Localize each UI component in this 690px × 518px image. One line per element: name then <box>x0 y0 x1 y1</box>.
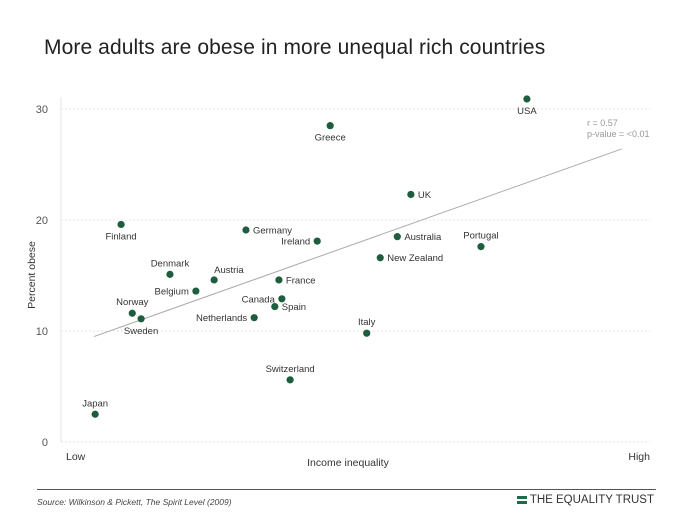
x-axis-label: Income inequality <box>307 457 389 469</box>
point-label: Switzerland <box>266 364 315 375</box>
data-point-new-zealand <box>376 254 384 262</box>
point-label: Sweden <box>124 326 158 337</box>
data-point-norway <box>128 309 136 317</box>
trendline <box>93 148 622 338</box>
point-label: Greece <box>315 133 346 144</box>
y-tick-label: 10 <box>36 326 48 338</box>
point-label: Portugal <box>463 231 498 242</box>
data-point-austria <box>210 276 218 284</box>
point-label: Spain <box>282 302 306 313</box>
data-point-switzerland <box>286 376 294 384</box>
point-label: Netherlands <box>196 313 247 324</box>
point-label: Italy <box>358 317 376 328</box>
point-label: Denmark <box>151 258 190 269</box>
point-label: France <box>286 275 316 286</box>
data-point-germany <box>242 226 250 234</box>
data-points <box>91 95 531 418</box>
data-point-netherlands <box>250 314 258 322</box>
data-point-spain <box>271 302 279 311</box>
data-point-japan <box>91 410 99 418</box>
y-axis-label: Percent obese <box>26 241 38 309</box>
point-label: UK <box>418 190 432 201</box>
data-point-belgium <box>192 287 200 295</box>
correlation-r: r = 0.57 <box>587 118 618 128</box>
point-label: Australia <box>404 232 442 243</box>
data-point-greece <box>326 122 334 130</box>
brand-logo: THE EQUALITY TRUST <box>516 494 654 506</box>
point-label: Finland <box>105 231 136 242</box>
point-label: New Zealand <box>387 253 443 264</box>
point-label: Canada <box>242 294 276 305</box>
data-point-australia <box>393 233 401 241</box>
p-value: p-value = <0.01 <box>587 129 650 139</box>
data-point-ireland <box>313 237 321 245</box>
equals-bars-icon <box>516 496 527 504</box>
data-point-finland <box>117 220 125 229</box>
y-tick-labels: 0 10 20 30 <box>36 104 48 449</box>
x-tick-low: Low <box>66 451 86 463</box>
data-point-usa <box>523 95 531 103</box>
data-point-france <box>275 276 283 284</box>
point-label: Norway <box>116 297 148 308</box>
footer-divider <box>37 489 656 490</box>
point-label: Germany <box>253 225 292 236</box>
point-label: Japan <box>82 398 108 409</box>
data-point-canada <box>278 295 286 303</box>
gridlines <box>61 108 650 443</box>
y-tick-label: 0 <box>42 437 48 449</box>
point-label: USA <box>517 106 537 117</box>
data-point-uk <box>407 190 415 199</box>
y-tick-label: 30 <box>36 104 48 116</box>
chart-title: More adults are obese in more unequal ri… <box>44 36 546 59</box>
x-tick-high: High <box>628 451 650 463</box>
data-point-portugal <box>477 243 485 251</box>
data-point-denmark <box>166 270 174 278</box>
point-label: Ireland <box>281 237 310 248</box>
brand-name: THE EQUALITY TRUST <box>529 494 654 506</box>
point-label: Belgium <box>155 287 189 298</box>
data-point-sweden <box>137 315 145 323</box>
y-tick-label: 20 <box>36 215 48 227</box>
source-citation: Source: Wilkinson & Pickett, The Spirit … <box>37 497 232 507</box>
point-label: Austria <box>214 265 244 276</box>
data-point-italy <box>363 329 371 337</box>
